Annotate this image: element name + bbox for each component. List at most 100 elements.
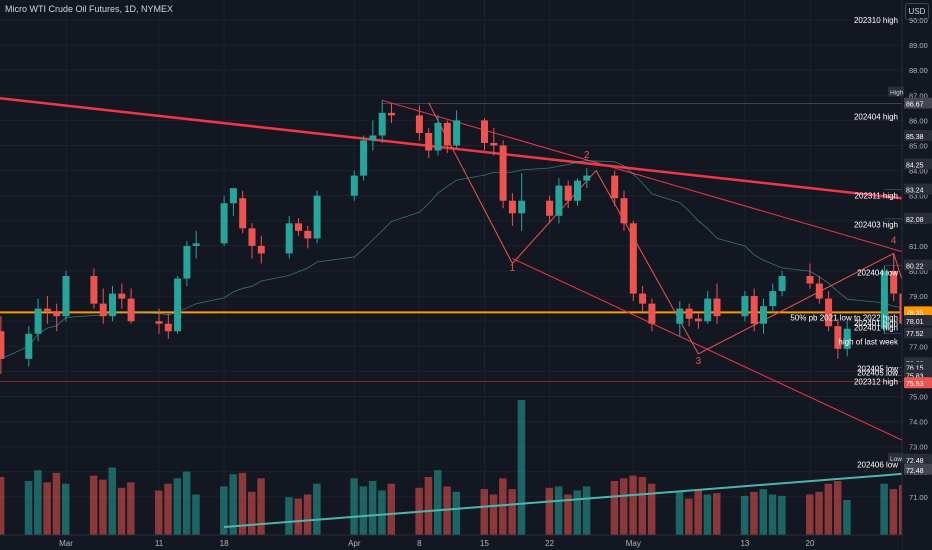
price-badge [904,377,932,389]
candle [815,276,823,304]
volume-bar [248,491,256,535]
candle [518,173,526,231]
candle [109,286,116,322]
time-tick-label: Apr [348,539,361,548]
candle [434,115,442,156]
candle [555,178,563,224]
volume-bar [582,486,591,535]
candle-body [611,175,619,199]
volume-bar [545,487,554,535]
candle-body [90,276,98,304]
level-label: 202312 high [854,377,898,386]
volume-bar [508,489,516,535]
price-badge-value: 76.15 [906,366,924,373]
level-label-text: 202405 low [857,369,898,378]
candle-body [583,175,591,181]
price-badge [904,327,932,339]
candle [694,313,702,329]
volume-bar [62,483,70,535]
candle-body [378,112,386,136]
volume-bar [34,470,42,535]
candle-body [834,326,842,349]
candle [25,326,33,367]
candle [62,271,70,322]
major-downtrend-line [0,97,932,203]
price-badge [904,259,932,271]
candle-body [676,308,684,324]
volume-bar [499,478,507,535]
price-badge [904,453,932,465]
candle-body [164,323,172,332]
price-tick-label: 71.00 [909,493,928,502]
channel-lower-line [512,257,932,455]
candle [769,283,777,314]
volume-bar [359,486,368,535]
volume-bar [164,483,172,535]
level-label: 202401 high [854,319,898,328]
candle [778,271,786,297]
currency-button[interactable]: USD [905,3,929,20]
volume-bar [368,481,377,535]
candle [415,105,423,141]
candle-body [741,296,749,317]
volume-bar [99,479,107,535]
candle-body [481,120,488,143]
candle-body [694,318,702,322]
candle [685,303,693,327]
candle-body [499,145,507,201]
volume-bar [285,497,293,535]
volume-bar [778,495,786,535]
candle [360,135,368,181]
candle [890,253,898,302]
candle-body [183,245,191,279]
price-badge [904,183,932,195]
candle-body [815,283,823,299]
candle [43,296,51,324]
candle [620,190,628,231]
volume-bar [573,490,581,535]
price-badge [904,306,932,318]
volume-bar [229,474,237,535]
candle [53,303,61,332]
volume-bar [647,483,656,535]
candle-body [769,291,777,307]
volume-bar [768,494,777,535]
price-tick-label: 88.00 [909,66,928,75]
level-label: 202405 low [857,369,898,378]
level-label-text: 202312 high [854,377,898,386]
candle-body [285,223,293,254]
volume-bar [610,481,619,535]
candle-body [220,203,228,244]
level-label-text: 50% pb 2021 low to 2022 high [790,313,898,322]
candle [34,298,42,342]
candle [248,223,256,259]
volume-bar [108,467,116,535]
candle [304,225,312,249]
candle [183,240,191,287]
candle [639,286,647,312]
level-labels: 202310 high 202404 high 202311 high 202403 … [790,16,899,469]
volume-bar [806,494,814,535]
time-tick-label: 8 [417,539,422,548]
price-badge-value: 75.83 [906,374,924,381]
price-tick-label: 89.00 [909,41,928,50]
level-label: 202405 low [857,364,898,373]
volume-bar [350,478,358,535]
wave-labels: 12345(A)(B)(C)(A)(B)(C) [510,150,897,367]
candle-body [127,298,135,322]
candle [741,291,749,322]
candle [350,170,358,201]
candle [0,316,5,374]
wave-label: 2 [584,150,590,161]
candle-body [843,328,851,349]
candle-body [453,120,461,146]
volume-bar [694,490,702,535]
level-label-text: 202401 high [854,319,898,328]
candle [257,235,265,264]
volume-bar [452,491,461,535]
volume-bar [313,483,321,535]
candle-body [34,308,42,334]
time-tick-label: 18 [220,539,229,548]
candle [750,288,758,332]
